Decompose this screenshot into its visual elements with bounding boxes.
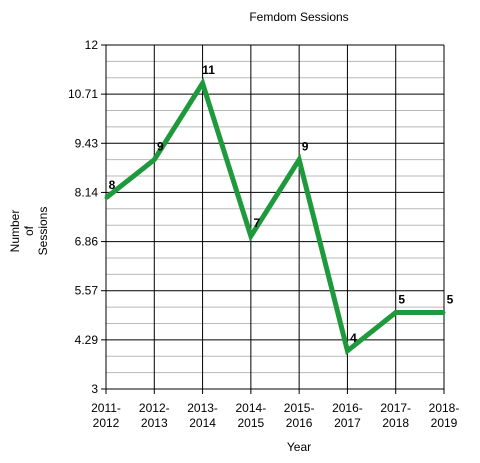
x-tick-label-line: 2012	[93, 416, 120, 430]
x-tick-label-line: 2018-	[429, 401, 460, 415]
x-tick-label: 2015-2016	[284, 401, 315, 430]
y-axis-ticks: 3 4.29 5.57 6.86 8.14 9.43 10.71 12	[68, 38, 98, 396]
data-point	[201, 81, 205, 85]
x-tick-label: 2012-2013	[139, 401, 170, 430]
series-line	[104, 77, 444, 356]
grid	[101, 44, 445, 394]
y-tick-label: 3	[91, 382, 98, 396]
data-label: 5	[447, 293, 454, 307]
y-axis-label-line-1: Number	[8, 210, 22, 253]
data-label: 8	[109, 178, 116, 192]
data-label: 5	[398, 293, 405, 307]
x-tick-label: 2018-2019	[429, 401, 460, 430]
x-tick-label: 2017-2018	[380, 401, 411, 430]
data-point	[297, 158, 301, 162]
x-tick-label-line: 2014-	[236, 401, 267, 415]
y-tick-label: 8.14	[75, 185, 99, 199]
x-tick-label-line: 2015-	[284, 401, 315, 415]
y-axis-label-line-2: of	[22, 225, 36, 236]
x-axis-ticks: 2011-20122012-20132013-20142014-20152015…	[91, 401, 459, 430]
data-point	[104, 196, 108, 200]
x-tick-label-line: 2012-	[139, 401, 170, 415]
data-label: 9	[157, 140, 164, 154]
x-tick-label-line: 2016-	[332, 401, 363, 415]
x-tick-label-line: 2017-	[380, 401, 411, 415]
y-axis-label-line-3: Sessions	[36, 207, 50, 256]
x-tick-label: 2011-2012	[91, 401, 121, 430]
x-tick-label-line: 2014	[189, 416, 216, 430]
y-tick-label: 12	[85, 38, 99, 52]
x-axis-label: Year	[287, 440, 311, 454]
data-point	[442, 311, 446, 315]
x-tick-label: 2016-2017	[332, 401, 363, 430]
data-point	[249, 234, 253, 238]
y-tick-label: 6.86	[75, 235, 99, 249]
x-tick-label: 2013-2014	[187, 401, 218, 430]
data-point	[152, 158, 156, 162]
data-label: 4	[350, 331, 357, 345]
x-tick-label: 2014-2015	[236, 401, 267, 430]
x-tick-label-line: 2013	[141, 416, 168, 430]
y-tick-label: 10.71	[68, 87, 98, 101]
series-line-group	[104, 77, 446, 356]
y-tick-label: 4.29	[75, 333, 99, 347]
x-tick-label-line: 2016	[286, 416, 313, 430]
y-axis-label: Number of Sessions	[8, 207, 50, 256]
data-label: 11	[202, 63, 215, 77]
chart-title: Femdom Sessions	[249, 10, 348, 24]
x-tick-label-line: 2019	[431, 416, 458, 430]
data-point	[394, 311, 398, 315]
data-labels: 8 9 11 7 9 4 5 5	[109, 63, 454, 345]
data-label: 7	[254, 216, 261, 230]
data-point	[345, 349, 349, 353]
x-tick-label-line: 2015	[238, 416, 265, 430]
x-tick-label-line: 2011-	[91, 401, 121, 415]
data-label: 9	[302, 140, 309, 154]
y-tick-label: 9.43	[75, 136, 99, 150]
y-tick-label: 5.57	[75, 284, 99, 298]
x-tick-label-line: 2013-	[187, 401, 218, 415]
x-tick-label-line: 2018	[382, 416, 409, 430]
x-tick-label-line: 2017	[334, 416, 361, 430]
